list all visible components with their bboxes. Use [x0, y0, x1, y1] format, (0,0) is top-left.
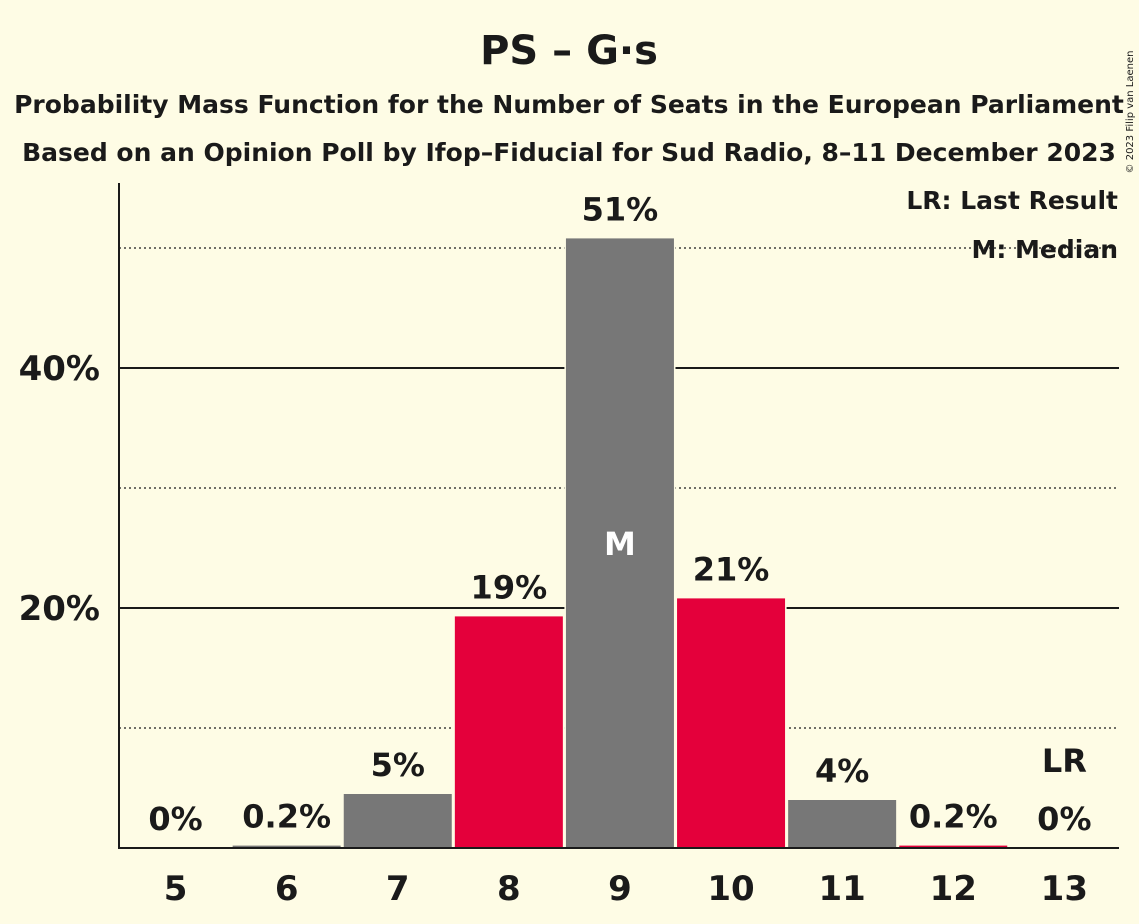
x-tick-label: 6 [275, 869, 299, 909]
bar-seat-8 [454, 616, 563, 848]
bar-seat-11 [788, 800, 897, 848]
value-label: 0% [1037, 800, 1091, 838]
x-tick-label: 12 [930, 869, 977, 909]
x-tick-label: 7 [386, 869, 410, 909]
bar-seat-6 [232, 845, 341, 848]
y-tick-label: 20% [19, 589, 100, 629]
x-tick-label: 10 [707, 869, 754, 909]
x-tick-label: 5 [164, 869, 188, 909]
value-label: 19% [471, 568, 548, 606]
y-tick-label: 40% [19, 349, 100, 389]
value-label: 0.2% [242, 798, 331, 836]
x-tick-label: 11 [818, 869, 865, 909]
value-label: 0.2% [909, 798, 998, 836]
median-marker: M [604, 525, 636, 563]
bars-group [231, 238, 1009, 848]
y-axis-ticks: 20% 40% [19, 349, 100, 629]
copyright-notice: © 2023 Filip van Laenen [1125, 51, 1136, 174]
bar-seat-7 [343, 794, 452, 848]
value-labels-group: 0% 0.2% 5% 19% 51% 21% 4% 0.2% 0% M LR [148, 190, 1091, 838]
bar-seat-9 [565, 238, 674, 848]
value-label: 21% [693, 550, 770, 588]
x-tick-label: 13 [1041, 869, 1088, 909]
chart-title: PS – G·s [480, 28, 658, 74]
bar-seat-10 [677, 598, 786, 848]
chart-subtitle-line-2: Based on an Opinion Poll by Ifop–Fiducia… [22, 138, 1116, 167]
x-tick-label: 9 [608, 869, 632, 909]
x-tick-label: 8 [497, 869, 521, 909]
value-label: 5% [371, 746, 425, 784]
chart-subtitle-line-1: Probability Mass Function for the Number… [14, 90, 1124, 119]
value-label: 51% [582, 190, 659, 228]
value-label: 4% [815, 752, 869, 790]
legend-median: M: Median [971, 235, 1118, 264]
bar-seat-12 [899, 845, 1008, 848]
value-label: 0% [148, 800, 202, 838]
last-result-marker: LR [1042, 742, 1087, 780]
legend-last-result: LR: Last Result [906, 186, 1118, 215]
x-axis-ticks: 5 6 7 8 9 10 11 12 13 [164, 869, 1088, 909]
